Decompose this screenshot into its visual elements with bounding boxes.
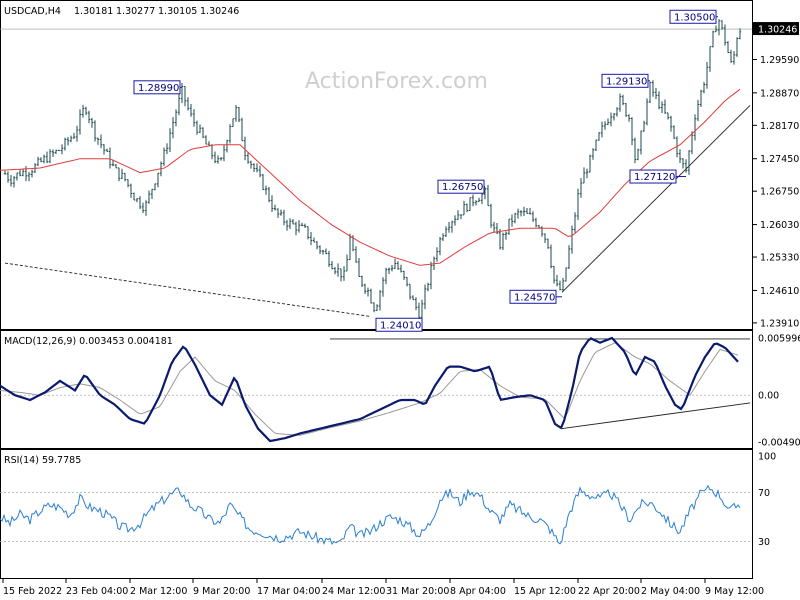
time-tick-label: 22 Apr 20:00	[578, 586, 640, 597]
callout-label: 1.26750	[442, 182, 483, 193]
macd-trendline	[561, 402, 751, 430]
macd-tick-label: -0.004901	[758, 438, 800, 449]
macd-tick-label: 0.00	[758, 391, 779, 402]
price-tick-label: 1.24610	[760, 286, 799, 297]
price-y-axis: 1.29590 1.28870 1.28170 1.27450 1.26750 1.260…	[752, 55, 799, 329]
rsi-y-axis: 100 70 30	[758, 452, 776, 548]
time-axis: 15 Feb 2022 23 Feb 04:00 2 Mar 12:00 9 Mar …	[2, 579, 764, 597]
time-tick-label: 15 Feb 2022	[3, 586, 62, 597]
macd-trendlines	[330, 338, 751, 430]
price-tick-label: 1.29590	[760, 55, 799, 66]
header-close: 1.30246	[200, 6, 239, 17]
price-callout: 1.27120	[629, 169, 686, 184]
candles	[3, 19, 742, 320]
callout-label: 1.24570	[514, 292, 555, 303]
price-callout: 1.24010	[375, 317, 423, 332]
callout-label: 1.28990	[138, 83, 179, 94]
rsi-line	[0, 484, 741, 546]
price-trendline	[561, 105, 751, 293]
callout-label: 1.24010	[380, 320, 421, 331]
price-trendline	[4, 262, 371, 317]
price-tick-label: 1.23910	[760, 318, 799, 329]
time-tick-label: 23 Feb 04:00	[66, 586, 128, 597]
time-tick-label: 8 Apr 04:00	[450, 586, 506, 597]
price-callout: 1.24570	[509, 289, 562, 304]
callout-box	[601, 73, 649, 88]
macd-panel-frame	[0, 330, 753, 449]
rsi-panel-frame	[0, 449, 753, 579]
callout-box	[509, 289, 557, 304]
price-trendlines	[4, 105, 751, 317]
macd-label: MACD(12,26,9) 0.003453 0.004181	[4, 336, 173, 347]
header-open: 1.30181	[74, 6, 113, 17]
watermark: ActionForex.com	[305, 69, 488, 94]
header-high: 1.30277	[116, 6, 155, 17]
time-tick-label: 2 Mar 12:00	[130, 586, 187, 597]
moving-average-line	[0, 88, 741, 266]
price-callout: 1.28990	[133, 80, 182, 95]
header-low: 1.30105	[158, 6, 197, 17]
price-callout: 1.26750	[437, 179, 485, 194]
price-panel-frame	[0, 0, 753, 330]
macd-line	[0, 336, 739, 443]
time-tick-label: 31 Mar 20:00	[386, 586, 449, 597]
price-tick-label: 1.27450	[760, 154, 799, 165]
time-tick-label: 9 Mar 20:00	[193, 586, 250, 597]
time-tick-label: 24 Mar 12:00	[322, 586, 385, 597]
callout-label: 1.27120	[634, 172, 675, 183]
callout-box	[437, 179, 485, 194]
time-tick-label: 15 Apr 12:00	[514, 586, 576, 597]
callout-box	[133, 80, 181, 95]
rsi-label: RSI(14) 59.7785	[4, 455, 81, 466]
price-tick-label: 1.26750	[760, 187, 799, 198]
macd-y-axis: 0.005996 0.00 -0.004901	[758, 334, 800, 449]
callout-label: 1.30500	[674, 12, 715, 23]
rsi-levels	[0, 492, 752, 542]
price-callouts: 1.30500 1.28990 1.29130 1.26750 1.27120 1.245…	[133, 9, 718, 332]
rsi-panel: RSI(14) 59.7785 100 70 30	[0, 452, 776, 548]
callout-box	[669, 9, 717, 24]
header-symbol: USDCAD,H4	[4, 6, 61, 17]
time-tick-label: 17 Mar 04:00	[257, 586, 320, 597]
callout-box	[629, 169, 677, 184]
current-price-box	[753, 22, 799, 36]
price-callout: 1.30500	[669, 9, 718, 24]
price-tick-label: 1.28870	[760, 88, 799, 99]
chart-header: USDCAD,H4 1.30181 1.30277 1.30105 1.3024…	[4, 6, 239, 17]
price-tick-label: 1.25330	[760, 253, 799, 264]
macd-panel: MACD(12,26,9) 0.003453 0.004181 0.005996…	[0, 334, 800, 449]
price-callout: 1.29130	[601, 73, 650, 88]
time-tick-label: 9 May 12:00	[705, 586, 764, 597]
rsi-tick-label: 100	[758, 452, 776, 463]
price-tick-label: 1.28170	[760, 121, 799, 132]
rsi-tick-label: 30	[758, 537, 770, 548]
price-panel: ActionForex.com 1.30500 1.28990 1.29130 1.2…	[0, 6, 799, 332]
time-tick-label: 2 May 04:00	[641, 586, 700, 597]
macd-tick-label: 0.005996	[758, 334, 800, 345]
current-price-label: 1.30246	[758, 25, 797, 36]
callout-box	[375, 317, 423, 332]
rsi-tick-label: 70	[758, 488, 770, 499]
price-tick-label: 1.26030	[760, 220, 799, 231]
callout-label: 1.29130	[606, 76, 647, 87]
